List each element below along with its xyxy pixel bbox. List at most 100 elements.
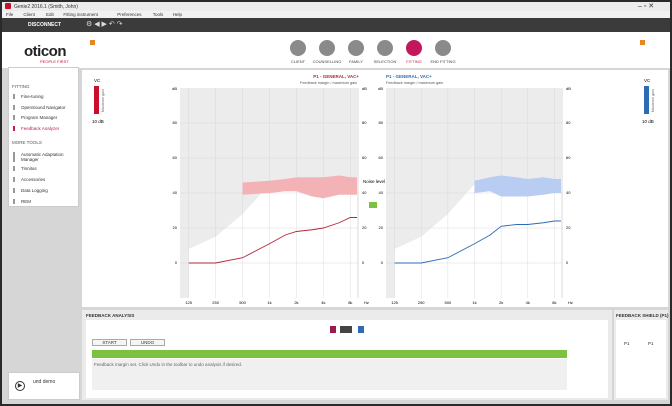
x-tick-label: 250: [212, 300, 219, 305]
step-label[interactable]: FAMILY: [349, 59, 363, 64]
step-label[interactable]: CLIENT: [290, 59, 306, 64]
step-label[interactable]: COUNSELLING: [312, 59, 342, 64]
nav-item[interactable]: Tinnitus: [13, 166, 75, 171]
step-icon[interactable]: [348, 40, 364, 56]
x-tick-label: 2k: [499, 300, 503, 305]
progress-bar: [92, 350, 567, 358]
step-icon[interactable]: [290, 40, 306, 56]
x-tick-label: 4k: [526, 300, 530, 305]
feedback-margin-band: [242, 175, 358, 199]
vc-gain-label: Maximum gain: [651, 89, 655, 112]
message-box: Feedback margin set. Click Undo in the t…: [92, 359, 567, 390]
nav-item[interactable]: Automatic Adaptation Manager: [13, 152, 75, 162]
vc-slider: [94, 86, 99, 114]
section-title: MORE TOOLS: [12, 140, 42, 145]
nav-item[interactable]: Data Logging: [13, 188, 75, 193]
y-tick-label: 20: [379, 225, 384, 230]
nav-item[interactable]: Fine-tuning: [13, 94, 44, 99]
y-tick-label: 20: [566, 225, 571, 230]
menu-item[interactable]: Client: [23, 12, 35, 17]
header: oticon PEOPLE FIRST CLIENT COUNSELLING FAM…: [2, 32, 670, 68]
step-label[interactable]: SELECTION: [373, 59, 397, 64]
y-tick-label: 40: [173, 190, 178, 195]
step-icon[interactable]: [406, 40, 422, 56]
left-device-badge: [90, 40, 95, 45]
left-ear-icon[interactable]: [330, 326, 336, 333]
title-bar: Genie2 2016.1 (Smith, John) – ▫ ✕: [2, 2, 670, 11]
shield-body: [616, 320, 666, 398]
y-tick-label: 0: [175, 260, 178, 265]
x-unit: Hz: [568, 300, 573, 305]
nav-item[interactable]: REM: [13, 199, 75, 204]
max-gain-area: [394, 184, 562, 298]
menu-item[interactable]: File: [6, 12, 14, 17]
right-device-badge: [640, 40, 645, 45]
step-icon[interactable]: [435, 40, 451, 56]
max-gain-area: [188, 184, 358, 298]
step-icon[interactable]: [377, 40, 393, 56]
y-tick-label: 40: [379, 190, 384, 195]
step-label[interactable]: END FITTING: [430, 59, 456, 64]
menu-item[interactable]: Tools: [152, 12, 164, 17]
y-tick-label: 20: [362, 225, 367, 230]
logo: oticon: [24, 43, 67, 60]
noise-indicator: [369, 202, 377, 208]
analysis-title: FEEDBACK ANALYSIS: [86, 313, 135, 318]
y-tick-label: 80: [379, 120, 384, 125]
x-unit: Hz: [364, 300, 369, 305]
nav-item[interactable]: Accessories: [13, 177, 75, 182]
vc-gain-label: Maximum gain: [101, 89, 105, 112]
right-ear-icon[interactable]: [358, 326, 364, 333]
section-title: FITTING: [12, 84, 30, 89]
window-title: Genie2 2016.1 (Smith, John): [14, 4, 78, 10]
chart-subtitle: Feedback margin / maximum gain: [386, 81, 443, 85]
x-tick-label: 500: [445, 300, 452, 305]
step-icon[interactable]: [319, 40, 335, 56]
y-tick-label: 60: [362, 155, 367, 160]
shield-right[interactable]: P1: [648, 341, 654, 346]
step-label[interactable]: FITTING: [406, 59, 422, 64]
toolbar-icons[interactable]: ⚙ ◀ ▶ ↶ ↷: [86, 21, 123, 28]
y-tick-label: 0: [362, 260, 365, 265]
y-tick-label: 40: [566, 190, 571, 195]
y-tick-label: 80: [566, 120, 571, 125]
nav-item[interactable]: Program Manager: [13, 115, 57, 120]
toolbar: DISCONNECT ⚙ ◀ ▶ ↶ ↷: [2, 18, 670, 32]
play-button[interactable]: ▶: [15, 381, 25, 391]
analysis-panel: FEEDBACK ANALYSIS START UNDO Feedback ma…: [82, 310, 612, 400]
x-tick-label: 125: [391, 300, 398, 305]
chart-title: P1 - GENERAL, VAC+: [313, 74, 359, 79]
x-tick-label: 2k: [294, 300, 298, 305]
program-box: ▶ und demo: [8, 372, 80, 400]
tagline: PEOPLE FIRST: [40, 59, 69, 64]
x-tick-label: 8k: [552, 300, 556, 305]
x-tick-label: 250: [418, 300, 425, 305]
analysis-message: Feedback margin set. Click Undo in the t…: [94, 362, 243, 367]
noise-level: Noise level: [363, 179, 385, 184]
shield-left[interactable]: P1: [624, 341, 630, 346]
menu-item[interactable]: Edit: [46, 12, 54, 17]
nav-item[interactable]: Feedback Analyzer: [13, 125, 59, 131]
x-tick-label: 1k: [472, 300, 476, 305]
both-ears-icon[interactable]: [340, 326, 352, 333]
feedback-margin-band: [474, 175, 562, 197]
menu-item[interactable]: Help: [172, 12, 183, 17]
menu-item[interactable]: Preferences: [117, 12, 142, 17]
y-tick-label: 0: [566, 260, 569, 265]
y-tick-label: 80: [173, 120, 178, 125]
nav-item[interactable]: OpenSound Navigator: [13, 104, 66, 110]
undo-button[interactable]: UNDO: [130, 339, 165, 346]
chart-title: P1 - GENERAL, VAC+: [386, 74, 432, 79]
sidebar: FITTING Fine-tuning OpenSound Navigator Pro…: [8, 67, 79, 207]
y-tick-label: 60: [566, 155, 571, 160]
main-panel: [82, 70, 668, 307]
x-tick-label: 1k: [267, 300, 271, 305]
window-controls[interactable]: – ▫ ✕: [638, 3, 655, 10]
disconnect-button[interactable]: DISCONNECT: [28, 22, 62, 28]
y-unit: dB: [378, 86, 383, 91]
start-button[interactable]: START: [92, 339, 127, 346]
menu-item[interactable]: Fitting instrument: [63, 12, 98, 17]
y-unit: dB: [172, 86, 177, 91]
